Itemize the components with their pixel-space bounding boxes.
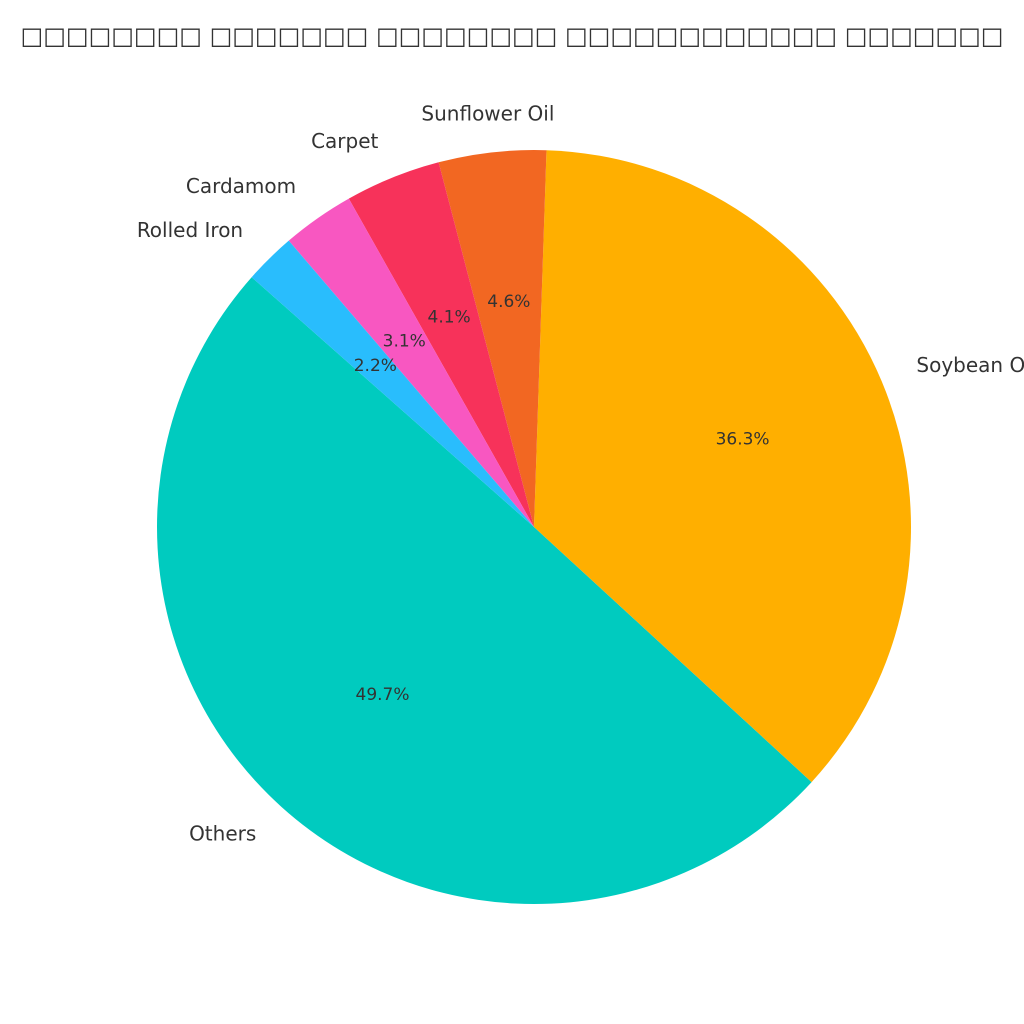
pie-slice-soybean-oil — [534, 150, 911, 783]
pie-labels: Others 49.7% Soybean Oil 36.3% Sunflower Oil… — [137, 101, 1024, 845]
pie-slices — [157, 150, 911, 904]
pie-slice-carpet — [348, 162, 534, 527]
pie-slice-others — [157, 277, 812, 904]
slice-percent-label: 49.7% — [356, 685, 410, 705]
slice-percent-label: 36.3% — [716, 429, 770, 449]
slice-label: Carpet — [311, 129, 378, 153]
slice-label: Cardamom — [186, 174, 296, 198]
pie-slice-cardamom — [288, 198, 534, 528]
slice-percent-label: 2.2% — [354, 356, 397, 376]
slice-percent-label: 3.1% — [383, 332, 426, 352]
pie-slice-sunflower-oil — [438, 150, 547, 527]
slice-percent-label: 4.6% — [487, 292, 530, 312]
slice-label: Rolled Iron — [137, 218, 243, 242]
slice-label: Soybean Oil — [916, 353, 1024, 377]
chart-title: □□□□□□□□ □□□□□□□ □□□□□□□□ □□□□□□□□□□□□ □… — [20, 22, 1004, 50]
slice-label: Others — [189, 821, 256, 845]
pie-slice-rolled-iron — [251, 240, 535, 527]
slice-percent-label: 4.1% — [428, 307, 471, 327]
slice-label: Sunflower Oil — [421, 101, 554, 125]
